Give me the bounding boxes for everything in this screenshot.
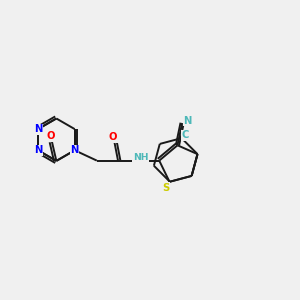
Text: C: C (182, 130, 189, 140)
Text: S: S (162, 183, 169, 193)
Text: NH: NH (133, 153, 148, 162)
Text: O: O (46, 131, 55, 142)
Text: O: O (109, 132, 117, 142)
Text: N: N (34, 145, 42, 155)
Text: N: N (183, 116, 192, 126)
Text: N: N (34, 124, 42, 134)
Text: N: N (70, 145, 79, 155)
